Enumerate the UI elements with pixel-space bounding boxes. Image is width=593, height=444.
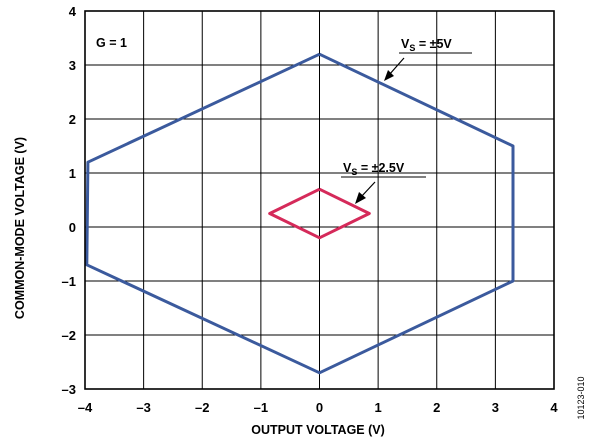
x-tick-label: –4 — [78, 400, 93, 415]
x-tick-label: –3 — [136, 400, 150, 415]
gain-annotation: G = 1 — [96, 36, 127, 50]
vs5-annotation: VS = ±5V — [384, 37, 472, 81]
y-tick-labels: –3 –2 –1 0 1 2 3 4 — [62, 4, 77, 397]
x-tick-label: 0 — [316, 400, 323, 415]
x-tick-label: 4 — [550, 400, 558, 415]
y-tick-label: 1 — [69, 166, 76, 181]
svg-text:VS = ±5V: VS = ±5V — [401, 37, 452, 53]
series-line-vs-2-5v — [268, 187, 371, 240]
grid — [85, 11, 554, 389]
vs25-label-main: V — [343, 161, 352, 175]
vs5-label-main: V — [401, 37, 410, 51]
x-tick-label: –2 — [195, 400, 209, 415]
x-axis-title: OUTPUT VOLTAGE (V) — [251, 423, 385, 437]
vs25-arrow-line — [360, 181, 376, 198]
vs25-label-rest: = ±2.5V — [357, 161, 404, 175]
y-tick-label: –2 — [62, 328, 76, 343]
y-tick-label: 2 — [69, 112, 76, 127]
y-tick-label: –1 — [62, 274, 76, 289]
plot-frame — [84, 10, 555, 390]
vs5-label-sub: S — [409, 43, 415, 53]
y-tick-label: 0 — [69, 220, 76, 235]
x-tick-label: 2 — [433, 400, 440, 415]
y-tick-label: 3 — [69, 58, 76, 73]
vs25-arrowhead — [355, 192, 366, 204]
series-group — [85, 52, 515, 375]
vs5-arrow-line — [388, 57, 405, 76]
y-axis-title: COMMON-MODE VOLTAGE (V) — [13, 137, 27, 319]
x-tick-label: 1 — [375, 400, 382, 415]
x-tick-labels: –4 –3 –2 –1 0 1 2 3 4 — [78, 400, 559, 415]
vs25-label-sub: S — [351, 167, 357, 177]
y-tick-label: –3 — [62, 382, 76, 397]
vs25-annotation: VS = ±2.5V — [341, 161, 426, 204]
series-line-vs-5v — [85, 52, 515, 375]
x-tick-label: –1 — [254, 400, 268, 415]
figure-id: 10123-010 — [576, 376, 586, 419]
vs5-arrowhead — [384, 70, 394, 81]
svg-text:VS = ±2.5V: VS = ±2.5V — [343, 161, 405, 177]
y-tick-label: 4 — [69, 4, 77, 19]
x-tick-label: 3 — [492, 400, 499, 415]
vs5-label-rest: = ±5V — [415, 37, 452, 51]
